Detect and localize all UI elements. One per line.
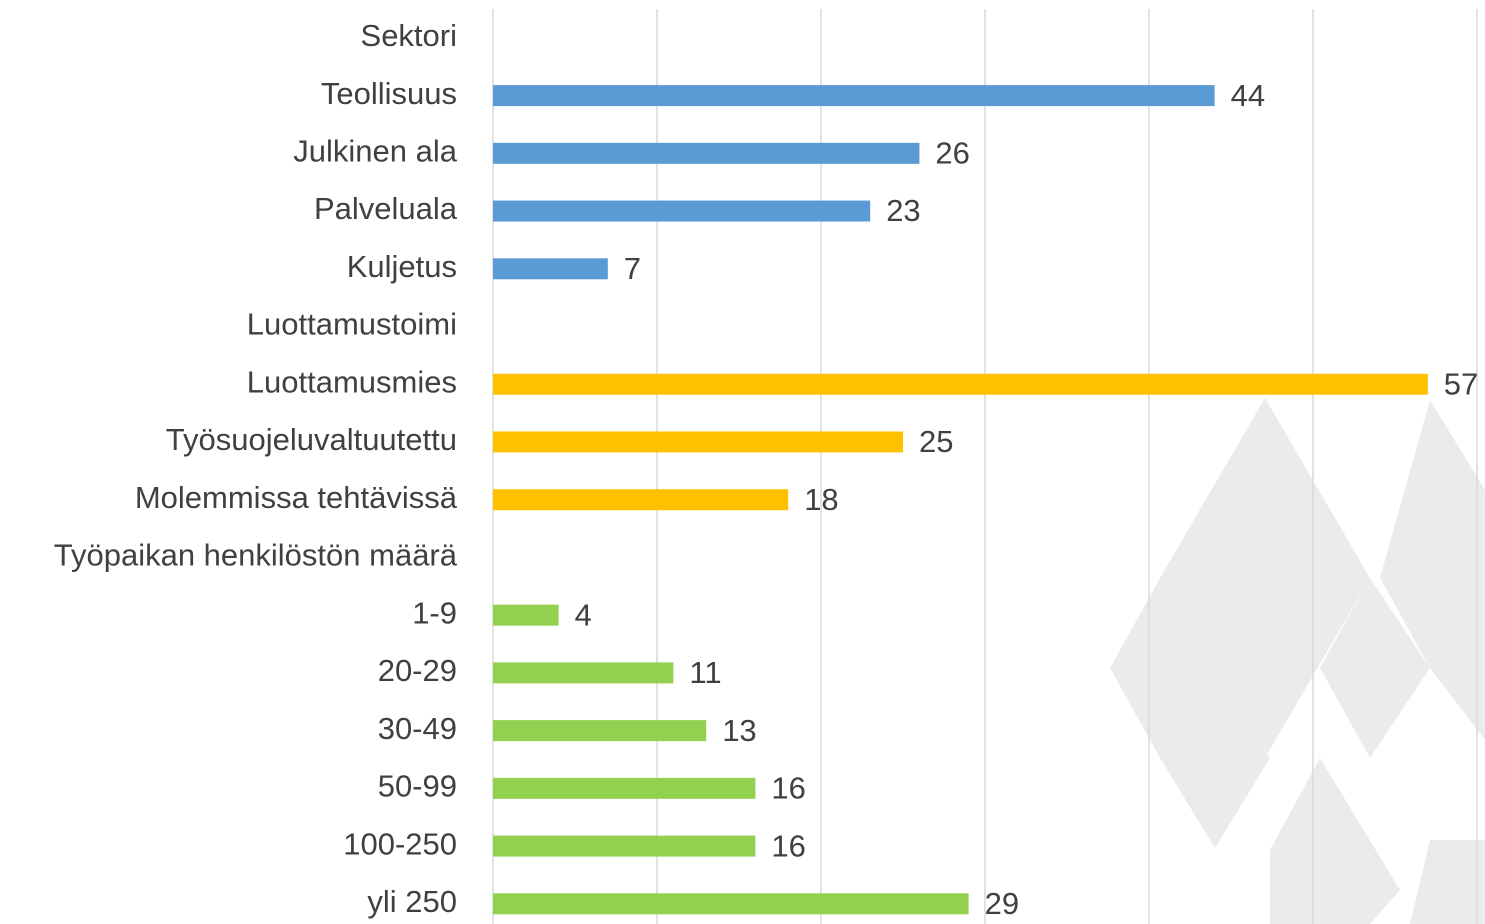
bar: [493, 604, 559, 626]
data-label: 57: [1444, 366, 1478, 401]
y-tick-label: Luottamustoimi: [247, 307, 457, 342]
bar: [493, 662, 674, 684]
bar: [493, 373, 1428, 395]
bar: [493, 893, 969, 915]
bar: [493, 489, 789, 511]
data-label: 7: [624, 251, 641, 286]
background-pattern: [1110, 398, 1485, 924]
data-label: 16: [771, 828, 805, 863]
data-label: 4: [575, 597, 592, 632]
bar: [493, 258, 608, 280]
y-tick-label: Luottamusmies: [247, 364, 457, 399]
y-tick-label: Työpaikan henkilöstön määrä: [54, 538, 458, 573]
y-tick-label: 50-99: [378, 769, 457, 804]
data-label: 13: [722, 713, 756, 748]
data-label: 44: [1231, 78, 1265, 113]
data-label: 23: [886, 193, 920, 228]
data-label: 16: [771, 771, 805, 806]
y-tick-label: 20-29: [378, 653, 457, 688]
bar: [493, 142, 920, 164]
data-label: 11: [689, 655, 721, 690]
plot: Sektori Teollisuus 44 Julkinen ala 26 Palvelu…: [54, 18, 1479, 921]
y-tick-label: Molemmissa tehtävissä: [135, 480, 458, 515]
y-tick-label: 100-250: [343, 826, 457, 861]
data-label: 25: [919, 424, 953, 459]
y-tick-label: Palveluala: [314, 191, 458, 226]
data-label: 29: [985, 886, 1019, 921]
bar: [493, 200, 871, 222]
y-tick-label: 30-49: [378, 711, 457, 746]
bar: [493, 431, 903, 453]
y-tick-label: 1-9: [412, 595, 457, 630]
bar: [493, 777, 756, 799]
y-tick-label: Julkinen ala: [293, 134, 457, 169]
bar: [493, 720, 707, 742]
data-label: 18: [804, 482, 838, 517]
bar: [493, 835, 756, 857]
bar: [493, 85, 1215, 107]
y-tick-label: Työsuojeluvaltuutettu: [166, 422, 457, 457]
y-tick-label: Teollisuus: [321, 76, 457, 111]
y-tick-label: yli 250: [367, 884, 457, 919]
data-label: 26: [935, 136, 969, 171]
y-tick-label: Kuljetus: [347, 249, 457, 284]
y-tick-label: Sektori: [361, 18, 457, 53]
